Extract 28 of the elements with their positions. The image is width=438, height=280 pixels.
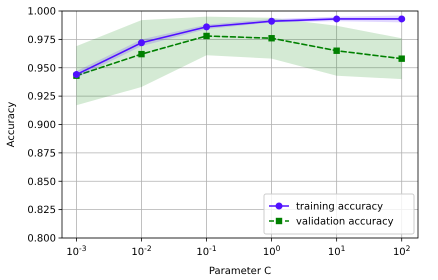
y-axis-title: Accuracy bbox=[6, 102, 17, 148]
x-tick-label: 10$^{1}$ bbox=[328, 244, 346, 258]
x-tick-label: 10$^{0}$ bbox=[262, 244, 281, 258]
y-tick-label: 0.925 bbox=[27, 92, 56, 103]
point bbox=[203, 23, 210, 30]
legend-label: training accuracy bbox=[296, 202, 384, 212]
x-tick-label: 10$^{-2}$ bbox=[131, 244, 152, 258]
y-tick-label: 0.875 bbox=[27, 148, 56, 160]
point bbox=[138, 39, 145, 46]
y-tick-label: 0.975 bbox=[27, 34, 56, 46]
y-tick-label: 1.000 bbox=[27, 6, 56, 18]
y-tick-label: 0.950 bbox=[27, 63, 56, 74]
point bbox=[138, 50, 145, 58]
x-tick-label: 10$^{-3}$ bbox=[66, 244, 87, 258]
y-tick-label: 0.800 bbox=[27, 234, 56, 244]
point bbox=[268, 35, 275, 42]
x-axis-title: Parameter C bbox=[208, 266, 272, 277]
point bbox=[333, 48, 340, 54]
legend-label: validation accuracy bbox=[296, 216, 394, 228]
y-tick-label: 0.850 bbox=[27, 176, 56, 188]
point bbox=[398, 15, 406, 22]
point bbox=[268, 18, 276, 25]
y-tick-label: 0.900 bbox=[27, 120, 56, 131]
x-tick-label: 10$^{2}$ bbox=[392, 244, 411, 258]
point bbox=[333, 15, 340, 22]
point bbox=[398, 55, 405, 62]
x-tick-label: 10$^{-1}$ bbox=[196, 244, 217, 258]
y-tick-label: 0.825 bbox=[27, 205, 56, 216]
